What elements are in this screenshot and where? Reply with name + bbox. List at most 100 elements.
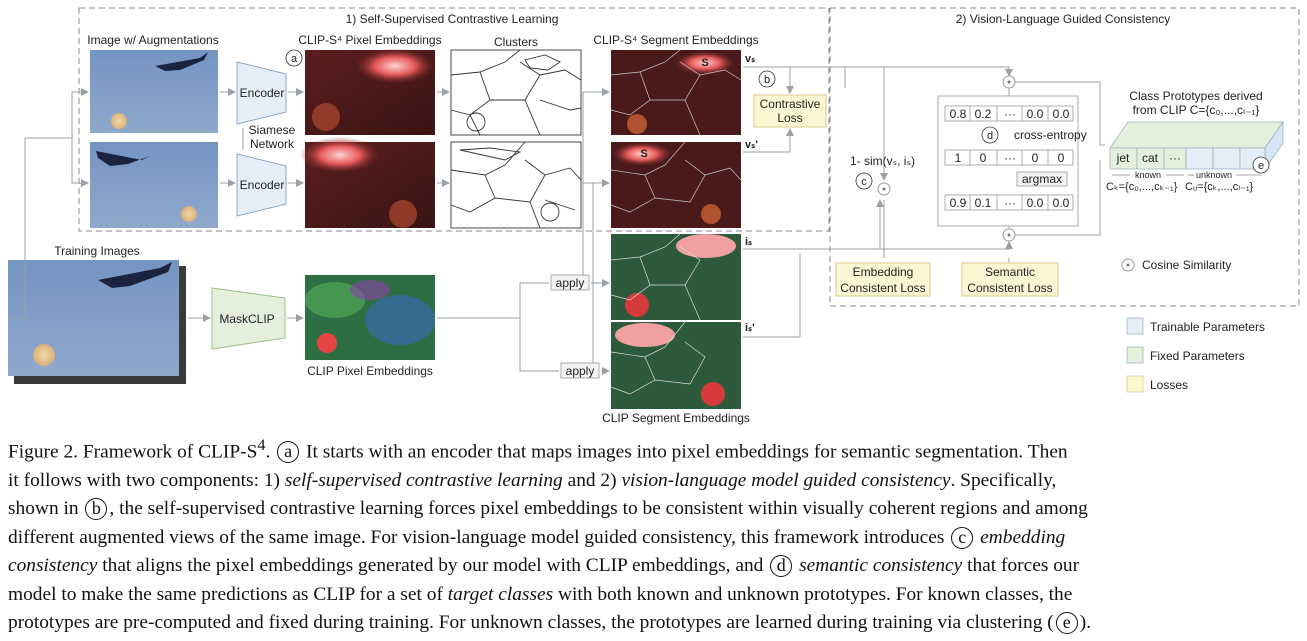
clusters-1	[450, 49, 582, 136]
svg-text:0.0: 0.0	[1053, 196, 1070, 210]
clip-pixel-emb-label: CLIP Pixel Embeddings	[307, 364, 433, 378]
svg-text:cat: cat	[1142, 151, 1159, 165]
maskclip-block: MaskCLIP	[211, 287, 286, 350]
ck-label: Cₖ={c₀,...,cₖ₋₁}	[1106, 181, 1178, 193]
svg-text:0.2: 0.2	[975, 107, 992, 121]
figure-caption: Figure 2. Framework of CLIP-S4. a It sta…	[8, 432, 1300, 637]
svg-text:b: b	[764, 74, 770, 86]
segment-embedding-1: S	[610, 49, 742, 136]
legend-trainable: Trainable Parameters	[1126, 317, 1265, 335]
svg-text:0.0: 0.0	[1053, 107, 1070, 121]
svg-text:···: ···	[1004, 196, 1016, 210]
svg-text:Trainable Parameters: Trainable Parameters	[1150, 320, 1265, 334]
pixel-embedding-1	[305, 48, 435, 135]
caption-marker-d: d	[770, 555, 793, 578]
caption-line-2: it follows with two components: 1) self-…	[8, 469, 1057, 491]
clip-pixel-embedding	[305, 275, 435, 360]
svg-text:Semantic: Semantic	[985, 265, 1035, 279]
svg-text:1: 1	[955, 151, 962, 165]
caption-line-3: shown in b, the self-supervised contrast…	[8, 498, 1088, 521]
legend-fixed: Fixed Parameters	[1126, 346, 1245, 364]
prob-row-bot: 0.9 0.1 ··· 0.0 0.0	[944, 194, 1074, 211]
known-label: known	[1135, 170, 1161, 180]
clip-connectors	[8, 66, 1105, 375]
training-image	[8, 260, 186, 384]
v-s2-label: vₛ'	[745, 139, 758, 151]
i-s2-label: iₛ'	[745, 322, 755, 334]
svg-text:0.1: 0.1	[975, 196, 992, 210]
ssl-frame	[78, 7, 830, 232]
svg-text:jet: jet	[1116, 151, 1130, 165]
legend-losses: Losses	[1126, 375, 1188, 393]
encoder-2: Encoder	[236, 153, 287, 217]
svg-text:Losses: Losses	[1150, 378, 1188, 392]
marker-d: d	[981, 126, 999, 144]
vlg-title: 2) Vision-Language Guided Consistency	[956, 12, 1171, 26]
caption-line-7: prototypes are pre-computed and fixed du…	[8, 611, 1092, 634]
svg-text:Embedding: Embedding	[853, 265, 914, 279]
caption-line-1: Figure 2. Framework of CLIP-S4. a It sta…	[8, 437, 1068, 464]
svg-text:apply: apply	[566, 364, 595, 378]
svg-text:argmax: argmax	[1022, 172, 1062, 186]
training-images-label: Training Images	[54, 244, 140, 258]
prob-row-mid: 1 0 ··· 0 0	[944, 149, 1074, 166]
segment-emb-label: CLIP-S⁴ Segment Embeddings	[593, 33, 758, 47]
svg-text:Fixed Parameters: Fixed Parameters	[1150, 349, 1245, 363]
svg-text:Contrastive: Contrastive	[760, 97, 821, 111]
aug-image-2	[90, 142, 218, 228]
marker-e: e	[1252, 156, 1270, 174]
apply-box-2: apply	[560, 362, 600, 379]
clip-segment-emb-label: CLIP Segment Embeddings	[602, 411, 750, 425]
svg-text:0.0: 0.0	[1027, 196, 1044, 210]
network-label: Network	[250, 137, 295, 151]
svg-text:0: 0	[1058, 151, 1065, 165]
contrastive-loss-box: Contrastive Loss	[753, 94, 827, 128]
clip-segment-embedding-1	[610, 233, 741, 321]
svg-text:Cosine Similarity: Cosine Similarity	[1142, 258, 1231, 272]
svg-text:S: S	[701, 57, 708, 69]
segment-embedding-2: S	[610, 141, 742, 228]
svg-text:a: a	[291, 53, 298, 65]
clusters-label: Clusters	[494, 35, 538, 49]
marker-a: a	[285, 49, 303, 67]
svg-text:MaskCLIP: MaskCLIP	[219, 312, 274, 326]
svg-text:···: ···	[1004, 107, 1016, 121]
cosine-node-bottom	[1002, 228, 1016, 242]
class-proto-line1: Class Prototypes derived	[1129, 89, 1262, 103]
semantic-consistent-loss-box: Semantic Consistent Loss	[961, 262, 1059, 297]
cosine-node-sim	[877, 182, 891, 196]
cosine-node-top	[1002, 75, 1016, 89]
aug-image-1	[90, 50, 218, 133]
caption-line-4: different augmented views of the same im…	[8, 526, 1066, 549]
v-s-label: vₛ	[745, 53, 755, 65]
caption-line-6: model to make the same predictions as CL…	[8, 583, 1073, 605]
svg-text:Loss: Loss	[777, 111, 802, 125]
image-aug-label: Image w/ Augmentations	[87, 33, 218, 47]
ssl-title: 1) Self-Supervised Contrastive Learning	[346, 12, 559, 26]
pixel-embedding-2	[300, 137, 435, 228]
embedding-consistent-loss-box: Embedding Consistent Loss	[835, 262, 931, 297]
svg-text:c: c	[861, 176, 867, 188]
svg-text:0.0: 0.0	[1027, 107, 1044, 121]
svg-text:0: 0	[1032, 151, 1039, 165]
svg-text:Encoder: Encoder	[240, 178, 285, 192]
svg-text:0: 0	[980, 151, 987, 165]
argmax-box: argmax	[1016, 171, 1068, 187]
caption-marker-a: a	[277, 441, 300, 464]
cosine-legend: Cosine Similarity	[1121, 258, 1231, 272]
cross-entropy-label: cross-entropy	[1014, 128, 1087, 142]
svg-text:d: d	[987, 130, 993, 142]
clip-segment-embedding-2	[610, 321, 741, 409]
prototype-block: jet cat ···	[1109, 120, 1284, 171]
svg-text:0.9: 0.9	[950, 196, 967, 210]
unknown-label: unknown	[1196, 170, 1232, 180]
svg-text:···: ···	[1004, 151, 1016, 165]
svg-text:S: S	[640, 148, 647, 160]
framework-diagram: 1) Self-Supervised Contrastive Learning …	[8, 7, 1300, 425]
svg-text:···: ···	[1169, 151, 1181, 165]
svg-text:Consistent Loss: Consistent Loss	[967, 281, 1052, 295]
caption-marker-e: e	[1055, 611, 1078, 634]
siamese-label: Siamese	[249, 123, 296, 137]
marker-b: b	[758, 70, 776, 88]
cu-label: Cᵤ={cₖ,...,cₗ₋₁}	[1185, 181, 1254, 193]
